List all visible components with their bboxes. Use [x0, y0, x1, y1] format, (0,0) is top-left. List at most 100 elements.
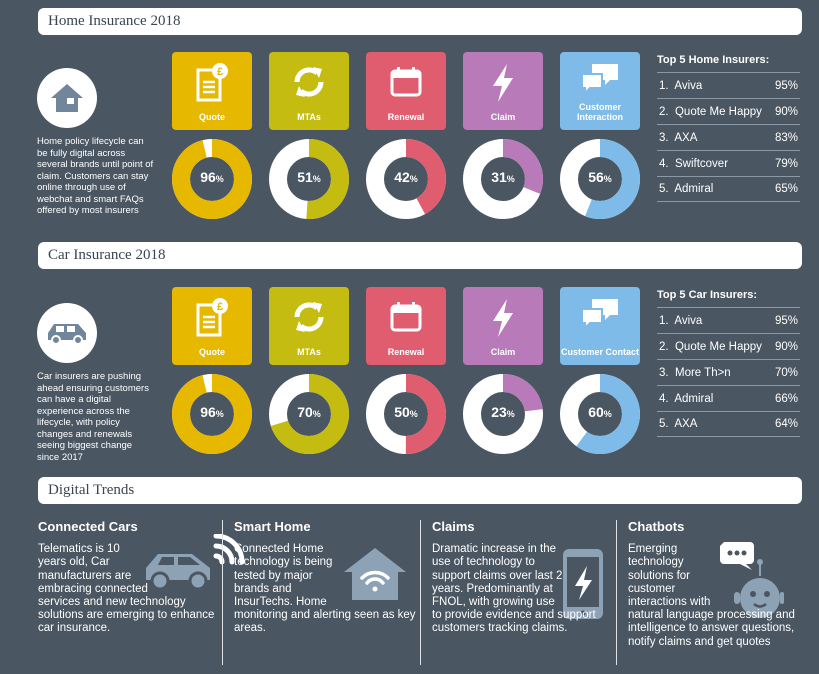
- section-description: Car insurers are pushing ahead ensuring …: [37, 371, 149, 463]
- quote-document-icon: £: [192, 297, 232, 346]
- trend-text: Connected Home technology is being teste…: [234, 543, 416, 635]
- donut-chart-customer: 56%: [559, 138, 641, 220]
- insurer-percent: 70%: [774, 366, 798, 379]
- stage-tile-mtas[interactable]: MTAs: [269, 52, 349, 130]
- insurer-percent: 90%: [774, 105, 798, 118]
- insurer-name: Admiral: [674, 183, 714, 195]
- stage-label: Quote: [199, 347, 225, 357]
- top5-title: Top 5 Home Insurers:: [657, 54, 770, 66]
- insurer-name: Admiral: [674, 392, 714, 405]
- car-section-header: Car Insurance 2018: [38, 242, 802, 269]
- stage-tile-customer[interactable]: Customer Contact: [560, 287, 640, 365]
- top5-row: 1. Aviva 95%: [657, 72, 800, 98]
- insurer-name: Aviva: [674, 79, 703, 92]
- lightning-icon: [483, 62, 523, 109]
- top5-row: 4. Swiftcover 79%: [657, 150, 800, 176]
- donut-percent: 60%: [588, 404, 612, 420]
- column-divider: [222, 520, 223, 665]
- insurer-percent: 83%: [774, 131, 798, 144]
- donut-chart-renewal: 50%: [365, 373, 447, 455]
- stage-tile-claim[interactable]: Claim: [463, 52, 543, 130]
- donut-value-arc: [366, 374, 446, 454]
- stage-tile-quote[interactable]: £ Quote: [172, 287, 252, 365]
- insurer-name: Swiftcover: [674, 157, 729, 170]
- top5-title: Top 5 Car Insurers:: [657, 289, 758, 301]
- trend-title: Smart Home: [234, 519, 311, 534]
- house-icon: [37, 68, 97, 128]
- donut-chart-claim: 23%: [462, 373, 544, 455]
- car-insurance-section: Car insurers are pushing ahead ensuring …: [0, 273, 819, 503]
- stage-tile-customer[interactable]: Customer Interaction: [560, 52, 640, 130]
- svg-text:£: £: [217, 301, 223, 313]
- donut-percent: 50%: [394, 404, 418, 420]
- insurer-percent: 65%: [774, 183, 798, 195]
- donut-percent: 96%: [200, 404, 224, 420]
- donut-value-arc: [172, 374, 252, 454]
- donut-percent: 70%: [297, 404, 321, 420]
- insurer-percent: 95%: [774, 79, 798, 92]
- trend-text: Telematics is 10 years old, Car manufact…: [38, 543, 215, 635]
- donut-value-arc: [366, 139, 446, 219]
- top5-row: 2. Quote Me Happy 90%: [657, 98, 800, 124]
- svg-text:£: £: [217, 66, 223, 78]
- chat-bubbles-icon: [578, 297, 622, 338]
- refresh-arrows-icon: [289, 297, 329, 342]
- home-insurance-section: Home policy lifecycle can be fully digit…: [0, 38, 819, 268]
- trend-text: Emerging technology solutions for custom…: [628, 543, 795, 648]
- insurer-name: AXA: [674, 131, 698, 144]
- stage-tile-renewal[interactable]: Renewal: [366, 287, 446, 365]
- trend-claims: Claims Dramatic increase in the use of te…: [432, 520, 622, 664]
- stage-tile-claim[interactable]: Claim: [463, 287, 543, 365]
- trend-chatbots: Chatbots Emerging technology solutions fo…: [628, 520, 808, 664]
- stage-label: MTAs: [297, 112, 321, 122]
- car-icon: [37, 303, 97, 363]
- top5-row: 3. AXA 83%: [657, 124, 800, 150]
- donut-value-arc: [560, 374, 640, 454]
- trend-smart-home: Smart Home Connected Home technology is b…: [234, 520, 424, 664]
- chat-bubbles-icon: [578, 62, 622, 103]
- donut-chart-quote: 96%: [171, 373, 253, 455]
- section-description: Home policy lifecycle can be fully digit…: [37, 136, 154, 216]
- donut-percent: 42%: [394, 169, 418, 185]
- stage-tile-mtas[interactable]: MTAs: [269, 287, 349, 365]
- donut-chart-quote: 96%: [171, 138, 253, 220]
- stage-label: Quote: [199, 112, 225, 122]
- donut-value-arc: [269, 374, 349, 454]
- trend-text: Dramatic increase in the use of technolo…: [432, 543, 596, 635]
- donut-value-arc: [269, 139, 349, 219]
- stage-label: Claim: [490, 347, 516, 357]
- trend-connected-cars: Connected Cars Telematics is 10 years old…: [38, 520, 245, 664]
- insurer-name: Quote Me Happy: [674, 105, 762, 118]
- stage-label: MTAs: [297, 347, 321, 357]
- donut-value-arc: [463, 139, 543, 219]
- stage-tile-quote[interactable]: £ Quote: [172, 52, 252, 130]
- stage-label: Customer Interaction: [576, 102, 623, 122]
- stage-tile-renewal[interactable]: Renewal: [366, 52, 446, 130]
- calendar-icon: [386, 62, 426, 107]
- column-divider: [616, 520, 617, 665]
- insurer-name: Quote Me Happy: [674, 340, 762, 353]
- insurer-percent: 66%: [774, 392, 798, 405]
- stage-label: Renewal: [387, 347, 425, 357]
- donut-chart-mtas: 70%: [268, 373, 350, 455]
- donut-percent: 31%: [491, 169, 515, 185]
- digital-trends-header: Digital Trends: [38, 477, 802, 504]
- top5-list: Top 5 Home Insurers: 1. Aviva 95% 2. Quote …: [657, 54, 800, 202]
- top5-list: Top 5 Car Insurers: 1. Aviva 95% 2. Quote M…: [657, 289, 800, 437]
- column-divider: [420, 520, 421, 665]
- top5-row: 3. More Th>n 70%: [657, 359, 800, 385]
- top5-row: 1. Aviva 95%: [657, 307, 800, 333]
- donut-percent: 51%: [297, 169, 321, 185]
- donut-value-arc: [172, 139, 252, 219]
- calendar-icon: [386, 297, 426, 342]
- insurer-name: AXA: [674, 418, 698, 430]
- stage-label: Customer Contact: [560, 347, 639, 357]
- top5-row: 5. Admiral 65%: [657, 176, 800, 202]
- home-section-header: Home Insurance 2018: [38, 8, 802, 35]
- donut-chart-renewal: 42%: [365, 138, 447, 220]
- stage-label: Claim: [490, 112, 516, 122]
- top5-row: 5. AXA 64%: [657, 411, 800, 437]
- quote-document-icon: £: [192, 62, 232, 111]
- donut-value-arc: [463, 374, 543, 454]
- donut-percent: 56%: [588, 169, 612, 185]
